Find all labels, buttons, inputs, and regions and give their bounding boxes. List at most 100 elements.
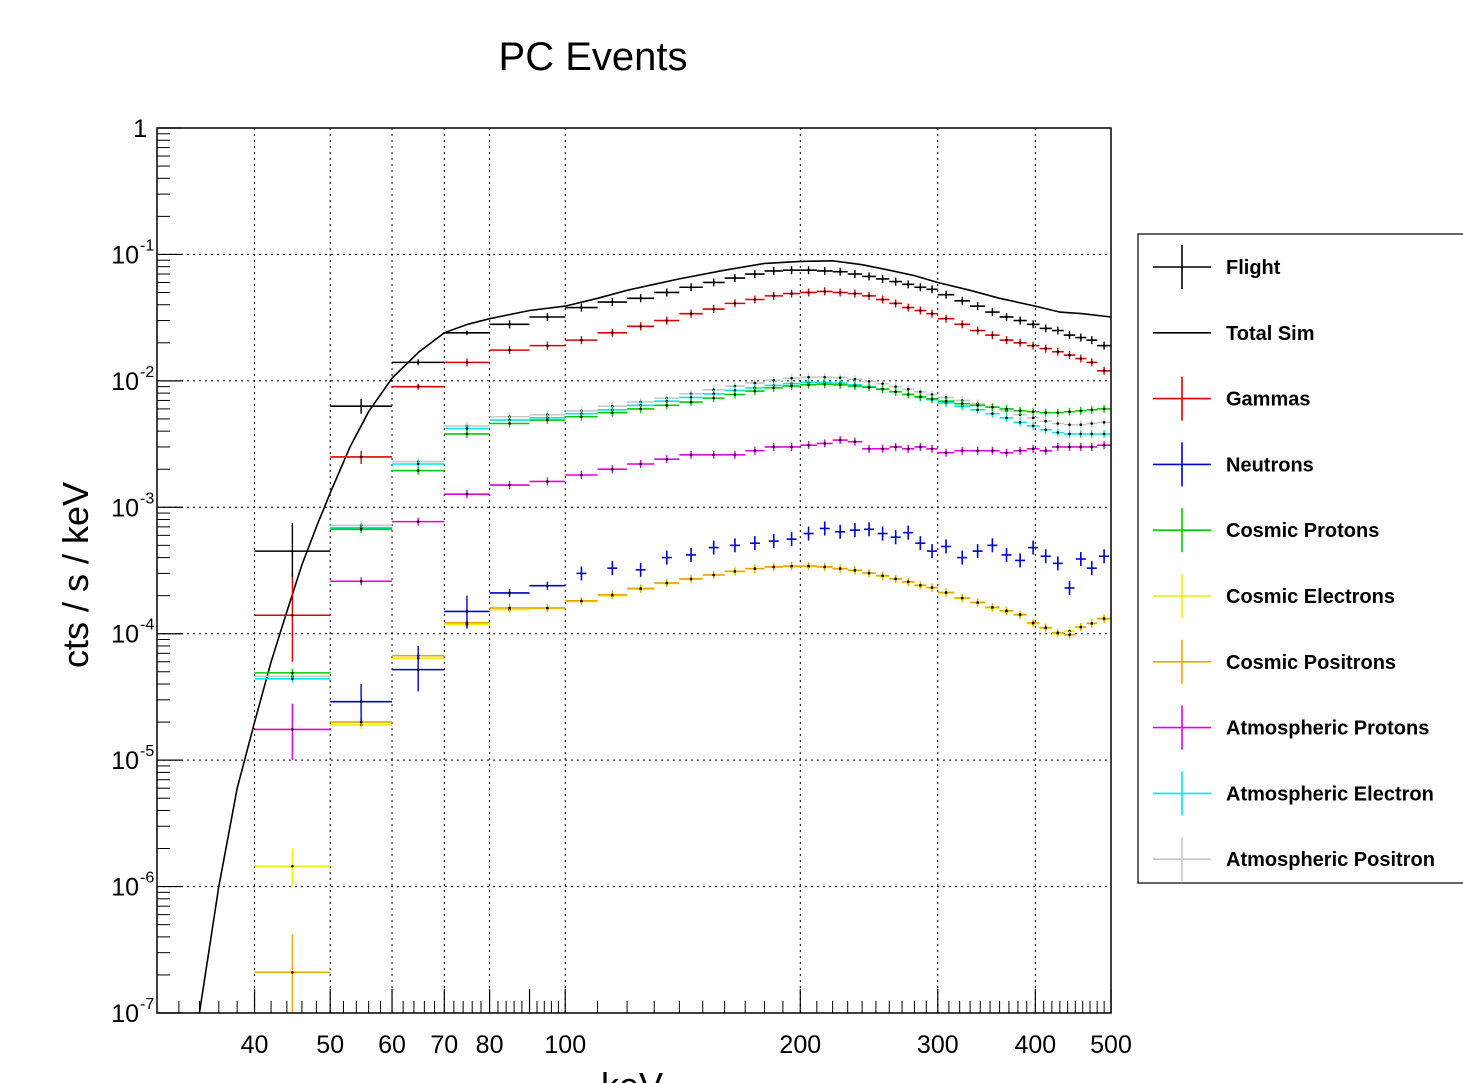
cosmic-positrons-center-dot: [823, 565, 827, 569]
cosmic-positrons-center-dot: [930, 586, 934, 589]
flight-center-dot: [639, 296, 642, 300]
atmospheric-protons-center-dot: [772, 445, 776, 449]
gammas-center-dot: [733, 302, 737, 305]
atmospheric-positron-center-dot: [919, 390, 922, 394]
atmospheric-protons-center-dot: [1018, 449, 1022, 453]
atmospheric-protons-center-dot: [930, 447, 934, 451]
cosmic-protons-center-dot: [291, 671, 294, 675]
cosmic-positrons-center-dot: [976, 601, 979, 604]
cosmic-protons-center-dot: [1102, 407, 1106, 411]
cosmic-positrons-center-dot: [1090, 621, 1094, 625]
atmospheric-positron-center-dot: [753, 381, 757, 385]
flight-center-dot: [1079, 336, 1083, 339]
legend-atmospheric-positron-label: Atmospheric Positron: [1226, 849, 1435, 871]
legend-neutrons-label: Neutrons: [1226, 454, 1314, 476]
cosmic-protons-center-dot: [508, 422, 511, 425]
legend-cosmic-protons-label: Cosmic Protons: [1226, 520, 1379, 542]
gammas-center-dot: [991, 333, 994, 337]
x-tick-label: 500: [1090, 1031, 1132, 1059]
flight-center-dot: [976, 304, 979, 308]
gammas-center-dot: [465, 361, 469, 364]
y-axis-title: cts / s / keV: [55, 482, 96, 668]
cosmic-protons-center-dot: [580, 415, 583, 419]
cosmic-positrons-center-dot: [1079, 625, 1083, 629]
neutrons-center-dot: [465, 610, 469, 613]
cosmic-positrons-center-dot: [1031, 621, 1035, 625]
atmospheric-electron-center-dot: [1044, 428, 1048, 432]
cosmic-protons-center-dot: [944, 399, 948, 403]
gammas-center-dot: [1031, 344, 1035, 347]
atmospheric-protons-center-dot: [465, 492, 469, 496]
atmospheric-protons-center-dot: [1005, 451, 1008, 455]
cosmic-protons-center-dot: [894, 390, 897, 394]
data-marks: [198, 259, 1111, 1013]
cosmic-protons-center-dot: [1005, 407, 1008, 411]
x-tick-label: 50: [316, 1031, 344, 1059]
cosmic-positrons-center-dot: [944, 591, 948, 594]
cosmic-positrons-center-dot: [1044, 626, 1048, 629]
cosmic-positrons-center-dot: [881, 574, 884, 577]
cosmic-positrons-center-dot: [894, 577, 897, 581]
plot-frame: [156, 127, 1112, 1014]
atmospheric-protons-center-dot: [991, 449, 994, 453]
y-tick-base: 10: [111, 241, 139, 269]
x-tick-label: 60: [378, 1031, 406, 1059]
y-tick-exponent: -5: [140, 743, 154, 760]
flight-center-dot: [665, 291, 669, 294]
legend-atmospheric-protons-label: Atmospheric Protons: [1226, 718, 1429, 740]
cosmic-positrons-center-dot: [960, 596, 964, 600]
flight-center-dot: [838, 270, 842, 274]
cosmic-positrons-center-dot: [906, 580, 910, 583]
atmospheric-protons-center-dot: [807, 443, 810, 447]
legend: Flight Total Sim Gammas Neutrons Cosmic Prot…: [1137, 233, 1463, 884]
flight-center-dot: [930, 287, 934, 291]
y-tick-label: 10: [111, 241, 139, 269]
atmospheric-positron-center-dot: [1044, 419, 1048, 423]
gammas-center-dot: [753, 298, 757, 301]
flight-center-dot: [733, 276, 737, 280]
y-tick-label: 1: [133, 115, 147, 143]
cosmic-positrons-center-dot: [733, 569, 737, 573]
cosmic-protons-center-dot: [1056, 411, 1060, 414]
atmospheric-positron-center-dot: [807, 375, 810, 379]
legend-total-sim-label: Total Sim: [1226, 323, 1315, 345]
x-tick-label: 40: [241, 1031, 269, 1059]
chart-title: PC Events: [499, 35, 688, 79]
gammas-center-dot: [772, 294, 776, 298]
atmospheric-electron-center-dot: [1102, 432, 1106, 436]
cosmic-protons-center-dot: [906, 393, 910, 396]
flight-center-dot: [1044, 327, 1048, 330]
legend-box: [1137, 233, 1463, 884]
cosmic-positrons-center-dot: [712, 573, 715, 577]
cosmic-protons-center-dot: [665, 404, 669, 407]
cosmic-protons-center-dot: [919, 395, 922, 398]
cosmic-protons-center-dot: [1090, 408, 1094, 412]
flight-center-dot: [580, 306, 583, 309]
flight-center-dot: [790, 268, 793, 272]
x-axis-title: keV: [601, 1065, 663, 1083]
y-tick-exponent: -6: [140, 870, 154, 887]
cosmic-protons-center-dot: [960, 402, 964, 405]
atmospheric-positron-center-dot: [906, 387, 910, 391]
cosmic-positrons-center-dot: [807, 564, 810, 568]
cosmic-protons-center-dot: [838, 383, 842, 387]
flight-center-dot: [823, 269, 827, 273]
atmospheric-protons-center-dot: [894, 445, 897, 449]
flight-center-dot: [853, 272, 857, 276]
atmospheric-positron-center-dot: [1090, 422, 1094, 425]
flight-center-dot: [712, 281, 715, 284]
cosmic-protons-center-dot: [976, 404, 979, 407]
atmospheric-protons-center-dot: [1056, 445, 1060, 449]
x-tick-label: 70: [430, 1031, 458, 1059]
cosmic-protons-center-dot: [1031, 410, 1035, 414]
atmospheric-positron-center-dot: [867, 380, 871, 383]
y-tick-labels: 110-110-210-310-410-510-610-7: [111, 115, 154, 1028]
gammas-center-dot: [611, 331, 614, 335]
y-tick-label: 10: [111, 1000, 139, 1028]
cosmic-protons-center-dot: [611, 411, 614, 414]
cosmic-positrons-center-dot: [919, 583, 922, 587]
axis-ticks: [157, 127, 1112, 1014]
flight-center-dot: [881, 277, 884, 281]
flight-center-dot: [416, 361, 420, 364]
cosmic-positrons-center-dot: [772, 565, 776, 569]
